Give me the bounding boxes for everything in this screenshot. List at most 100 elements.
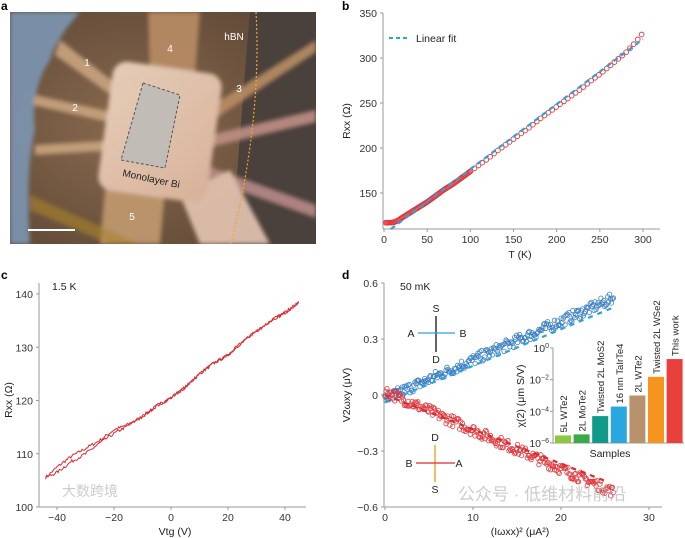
panel-a: a xyxy=(1,0,316,244)
data-point xyxy=(577,314,584,320)
x-axis-label-b: T (K) xyxy=(508,249,531,261)
data-point xyxy=(608,300,615,306)
data-point xyxy=(609,296,616,302)
data-point xyxy=(563,312,569,318)
x-tick-label: 0 xyxy=(381,234,387,246)
data-point xyxy=(610,489,617,496)
legend-fit-label: Linear fit xyxy=(416,33,456,45)
data-point xyxy=(400,397,406,403)
data-point xyxy=(580,313,587,319)
data-point xyxy=(541,321,547,327)
data-point xyxy=(413,399,419,405)
contact-label-4: 4 xyxy=(167,44,173,55)
inset-x-axis-label: Samples xyxy=(590,448,631,460)
contact-label-2: 2 xyxy=(72,103,78,114)
cross-label-right: B xyxy=(459,328,466,340)
data-point xyxy=(513,450,519,456)
data-point xyxy=(384,385,390,392)
x-tick-label: 0 xyxy=(168,512,174,524)
bar-16-nm-tairte4 xyxy=(610,406,627,443)
contact-diagram-top: S D A B xyxy=(407,303,466,366)
bar-label: 5L WTe2 xyxy=(559,395,570,432)
data-point xyxy=(607,493,614,499)
panel-label-a: a xyxy=(1,0,8,13)
bar-label: Twisted 2L MoS2 xyxy=(596,341,607,414)
bar-twisted-2l-wse2 xyxy=(648,376,664,443)
data-point xyxy=(482,436,488,442)
data-point xyxy=(456,363,463,369)
y-axis-label-b: Rxx (Ω) xyxy=(341,103,353,139)
y-tick-label: 120 xyxy=(15,396,33,408)
y-tick-label: 200 xyxy=(359,143,377,155)
x-tick-label: 20 xyxy=(222,512,234,524)
data-point xyxy=(565,464,571,470)
micrograph: 1 2 3 4 5 hBN Monolayer Bi xyxy=(10,12,316,244)
data-point xyxy=(562,322,568,328)
x-tick-label: 30 xyxy=(643,512,655,524)
y-tick-label: 0.6 xyxy=(363,278,378,290)
data-point xyxy=(536,462,542,468)
y-tick-label: 110 xyxy=(16,449,33,461)
x-tick-label: −20 xyxy=(105,512,123,524)
data-point xyxy=(528,457,534,463)
y-tick-label: 350 xyxy=(359,8,377,20)
y-axis-label-d: V2ωxy (μV) xyxy=(341,368,353,423)
data-point xyxy=(442,371,448,377)
x-tick-label: 150 xyxy=(505,234,523,246)
temperature-annotation-d: 50 mK xyxy=(400,281,430,293)
data-point xyxy=(623,49,629,56)
bar-label: 2L MoTe2 xyxy=(578,390,589,431)
cross-label-bottom: S xyxy=(431,484,438,496)
data-point xyxy=(525,329,531,336)
y-tick-label: −0.3 xyxy=(357,446,378,458)
x-tick-label: 250 xyxy=(591,234,609,246)
x-tick-label: 10 xyxy=(467,512,479,524)
y-axis-label-c: Rxx (Ω) xyxy=(3,382,15,418)
cross-label-right: A xyxy=(455,458,462,470)
data-point xyxy=(472,360,478,366)
cross-label-top: D xyxy=(431,432,439,444)
bar-2l-mote2 xyxy=(573,434,590,443)
x-tick-label: 200 xyxy=(548,234,566,246)
plot-b: 0 50 100 150 200 250 300 150 200 250 300 350 xyxy=(359,8,660,246)
inset-y-tick-label: 10−4 xyxy=(529,406,549,418)
data-point xyxy=(586,309,592,316)
temperature-annotation-c: 1.5 K xyxy=(52,281,77,293)
data-point xyxy=(493,342,499,348)
data-point xyxy=(566,310,572,316)
bar-label: Twisted 2L WSe2 xyxy=(652,300,663,374)
x-tick-label: 50 xyxy=(421,234,433,246)
data-point xyxy=(537,327,543,334)
data-point xyxy=(575,479,582,485)
data-point xyxy=(638,31,645,38)
data-point xyxy=(447,422,453,428)
cross-label-top: S xyxy=(432,303,439,315)
data-point xyxy=(527,336,533,343)
linear-fit-line xyxy=(390,38,644,230)
data-point xyxy=(475,428,481,434)
data-point xyxy=(409,398,415,405)
watermark-wechat: 公众号 · 低维材料前沿 xyxy=(458,485,626,504)
data-point xyxy=(482,354,488,360)
watermark-brand: 大数跨境 xyxy=(62,483,118,499)
cross-label-left: B xyxy=(405,458,412,470)
data-point xyxy=(572,471,578,477)
data-point xyxy=(423,402,429,408)
x-tick-label: 100 xyxy=(462,234,480,246)
sweep-line-1 xyxy=(45,302,299,480)
panel-label-d: d xyxy=(342,268,349,282)
inset-y-tick-label: 10−6 xyxy=(529,438,549,450)
x-tick-label: −40 xyxy=(48,512,66,524)
data-point xyxy=(572,315,578,321)
data-point xyxy=(396,393,403,399)
data-point xyxy=(550,464,557,470)
data-point xyxy=(451,370,457,377)
data-point xyxy=(507,344,513,350)
y-tick-label: 130 xyxy=(15,342,33,354)
data-point xyxy=(606,291,613,297)
data-point xyxy=(518,452,525,459)
contact-label-1: 1 xyxy=(84,58,90,69)
data-point xyxy=(505,339,511,346)
data-point xyxy=(568,317,574,324)
hbn-edge-line xyxy=(230,12,258,244)
